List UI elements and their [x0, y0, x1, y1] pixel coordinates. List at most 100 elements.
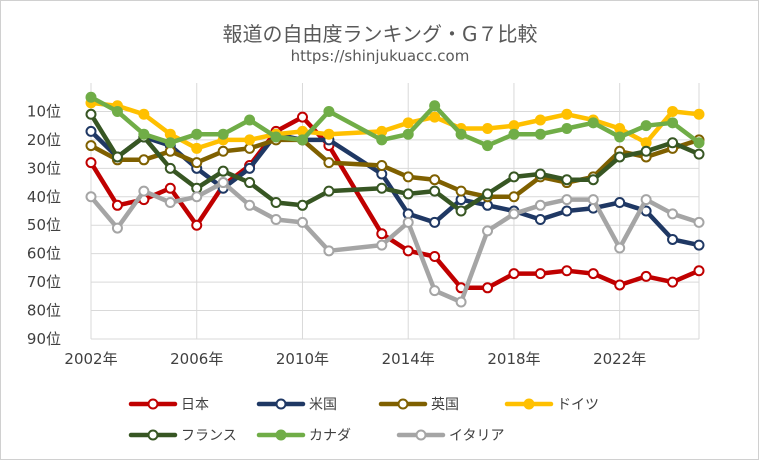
data-point [667, 117, 679, 129]
legend-swatch-marker [415, 429, 427, 441]
x-axis-ticks: 2002年 2006年 2010年 2014年 2018年 2022年 [64, 350, 646, 368]
data-point [429, 111, 441, 123]
data-point [429, 285, 441, 297]
data-point [164, 162, 176, 174]
data-point [244, 114, 256, 126]
data-point [693, 216, 705, 228]
data-point [534, 128, 546, 140]
y-tick-label: 50位 [27, 216, 61, 234]
data-point [587, 268, 599, 280]
data-point [508, 208, 520, 220]
legend-swatch-marker [523, 398, 535, 410]
data-point [561, 108, 573, 120]
y-tick-label: 10位 [27, 102, 61, 120]
data-point [376, 239, 388, 251]
data-point [508, 171, 520, 183]
data-point [296, 111, 308, 123]
data-point [85, 191, 97, 203]
series-カナダ [85, 91, 705, 152]
data-point [217, 128, 229, 140]
data-point [376, 159, 388, 171]
data-point [296, 216, 308, 228]
data-point [561, 265, 573, 277]
data-point [244, 199, 256, 211]
data-point [85, 108, 97, 120]
data-point [455, 185, 467, 197]
legend-item: カナダ [256, 428, 351, 444]
data-point [376, 125, 388, 137]
data-point [270, 214, 282, 226]
data-point [323, 128, 335, 140]
data-point [138, 128, 150, 140]
data-point [138, 185, 150, 197]
data-point [614, 151, 626, 163]
data-point [640, 194, 652, 206]
legend-swatch-marker [275, 429, 287, 441]
data-point [164, 182, 176, 194]
legend-label: フランス [181, 428, 237, 444]
y-tick-label: 80位 [27, 302, 61, 320]
series-line [88, 100, 702, 151]
data-point [244, 134, 256, 146]
data-point [217, 145, 229, 157]
chart-subtitle: https://shinjukuacc.com [291, 47, 470, 65]
legend-item: 日本 [128, 397, 209, 413]
data-point [508, 268, 520, 280]
data-point [534, 114, 546, 126]
data-point [587, 194, 599, 206]
data-point [217, 165, 229, 177]
data-point [164, 196, 176, 208]
legend-swatch-marker [147, 398, 159, 410]
y-tick-label: 60位 [27, 245, 61, 263]
data-point [667, 105, 679, 117]
data-point [693, 265, 705, 277]
data-point [191, 191, 203, 203]
data-point [244, 162, 256, 174]
data-point [85, 125, 97, 137]
data-point [402, 188, 414, 200]
data-point [376, 228, 388, 240]
x-tick-label: 2018年 [487, 350, 540, 368]
legend-item: ドイツ [504, 397, 599, 413]
data-point [667, 137, 679, 149]
data-point [217, 177, 229, 189]
data-point [482, 123, 494, 135]
y-tick-label: 90位 [27, 330, 61, 348]
data-point [534, 199, 546, 211]
data-point [482, 188, 494, 200]
chart-title: 報道の自由度ランキング・G７比較 [223, 22, 538, 46]
x-tick-label: 2010年 [276, 350, 329, 368]
series-lines [85, 91, 705, 308]
data-point [561, 205, 573, 217]
data-point [296, 199, 308, 211]
data-point [482, 225, 494, 237]
data-point [85, 140, 97, 152]
legend-swatch-marker [147, 429, 159, 441]
data-point [323, 185, 335, 197]
data-point [693, 239, 705, 251]
data-point [482, 140, 494, 152]
data-point [508, 191, 520, 203]
legend-item: 英国 [378, 396, 459, 413]
data-point [614, 131, 626, 143]
data-point [640, 120, 652, 132]
legend-swatch-marker [275, 398, 287, 410]
data-point [587, 174, 599, 186]
x-tick-label: 2002年 [64, 350, 117, 368]
data-point [429, 185, 441, 197]
data-point [614, 242, 626, 254]
data-point [85, 91, 97, 103]
legend-item: イタリア [396, 428, 504, 444]
y-axis-ticks: 10位 20位 30位 40位 50位 60位 70位 80位 90位 [27, 102, 61, 348]
legend-label: イタリア [449, 428, 504, 444]
data-point [402, 117, 414, 129]
series-line [88, 94, 702, 148]
data-point [191, 142, 203, 154]
data-point [111, 222, 123, 234]
data-point [429, 100, 441, 112]
x-tick-label: 2022年 [593, 350, 646, 368]
data-point [508, 128, 520, 140]
